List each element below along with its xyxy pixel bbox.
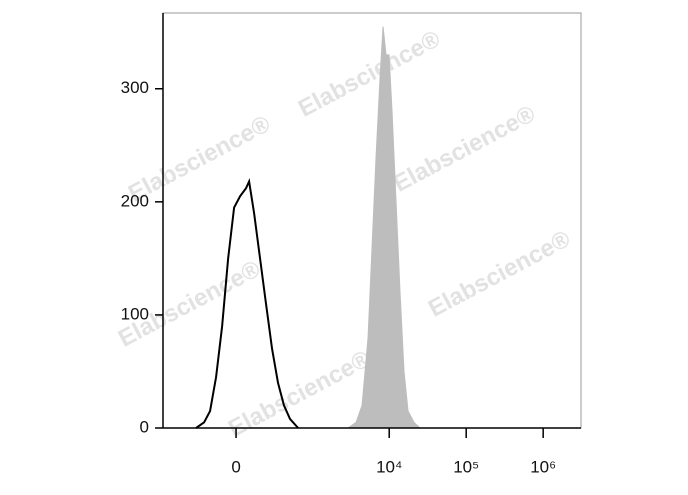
watermark: Elabscience®	[294, 25, 445, 122]
x-tick-label: 10⁶	[530, 457, 556, 476]
histogram-line	[195, 178, 299, 429]
y-tick-label: 0	[140, 417, 149, 436]
y-tick-label: 300	[121, 78, 149, 97]
watermark: Elabscience®	[424, 225, 575, 322]
x-tick-label: 0	[231, 457, 240, 476]
x-tick-label: 10⁴	[376, 457, 402, 476]
watermark: Elabscience®	[389, 100, 540, 197]
histogram-area	[346, 26, 422, 429]
y-tick-label: 200	[121, 191, 149, 210]
y-tick-label: 100	[121, 304, 149, 323]
x-tick-label: 10⁵	[453, 457, 479, 476]
